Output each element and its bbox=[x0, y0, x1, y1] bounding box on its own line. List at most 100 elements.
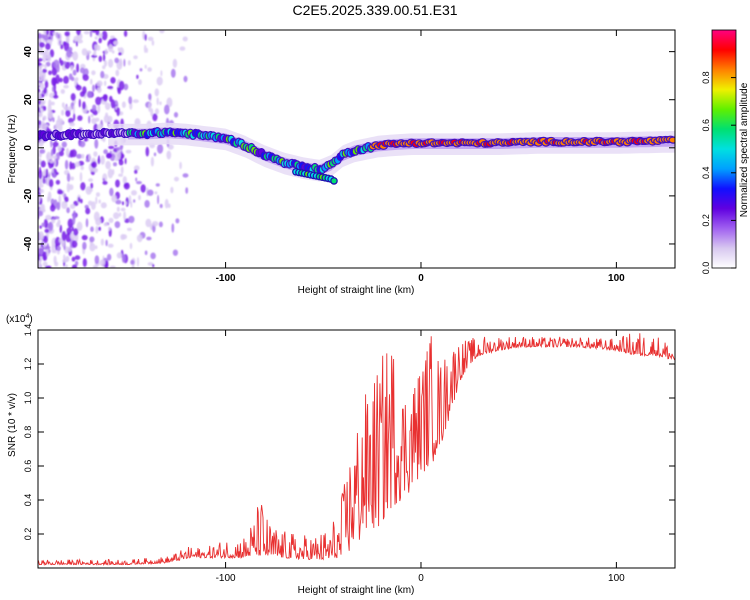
y-tick-label: 0.2 bbox=[23, 528, 33, 541]
noise-speckle bbox=[145, 146, 150, 157]
noise-speckle bbox=[95, 225, 99, 234]
noise-speckle bbox=[157, 143, 164, 154]
noise-speckle bbox=[108, 58, 114, 68]
noise-speckle bbox=[156, 97, 159, 106]
noise-speckle bbox=[53, 94, 59, 99]
noise-speckle bbox=[76, 63, 80, 73]
noise-speckle bbox=[68, 184, 74, 191]
noise-speckle bbox=[66, 48, 72, 58]
spectrogram-panel: -100 0 100 -40 -20 0 20 40 Height of straight li… bbox=[7, 29, 676, 296]
noise-speckle bbox=[38, 32, 42, 39]
noise-speckle bbox=[156, 76, 163, 86]
noise-speckle bbox=[66, 38, 70, 43]
noise-speckle bbox=[173, 112, 179, 118]
noise-speckle bbox=[52, 141, 59, 148]
noise-speckle bbox=[136, 74, 139, 79]
noise-speckle bbox=[71, 240, 78, 248]
noise-speckle bbox=[42, 251, 48, 261]
noise-speckle bbox=[160, 70, 163, 77]
noise-speckle bbox=[57, 145, 62, 152]
noise-speckle bbox=[114, 57, 119, 64]
noise-speckle bbox=[42, 177, 46, 184]
noise-speckle bbox=[91, 30, 97, 33]
noise-speckle bbox=[42, 106, 47, 111]
noise-speckle bbox=[42, 53, 47, 63]
noise-speckle bbox=[40, 160, 46, 168]
noise-speckle bbox=[74, 255, 81, 260]
noise-speckle bbox=[82, 74, 89, 81]
noise-speckle bbox=[41, 124, 47, 132]
noise-speckle bbox=[48, 99, 52, 107]
noise-speckle bbox=[47, 110, 53, 119]
noise-speckle bbox=[61, 141, 67, 148]
noise-speckle bbox=[72, 215, 76, 225]
noise-speckle bbox=[114, 221, 121, 229]
noise-speckle bbox=[65, 109, 71, 117]
noise-speckle bbox=[38, 92, 42, 101]
noise-speckle bbox=[94, 138, 99, 149]
noise-speckle bbox=[91, 54, 98, 58]
noise-speckle bbox=[131, 265, 135, 268]
noise-speckle bbox=[111, 194, 117, 203]
noise-speckle bbox=[118, 159, 124, 166]
noise-speckle bbox=[69, 122, 76, 127]
noise-speckle bbox=[125, 149, 132, 154]
noise-speckle bbox=[150, 252, 156, 260]
noise-speckle bbox=[80, 165, 84, 171]
noise-speckle bbox=[172, 249, 178, 256]
noise-speckle bbox=[64, 196, 69, 203]
noise-speckle bbox=[123, 211, 126, 221]
noise-speckle bbox=[73, 113, 76, 121]
noise-speckle bbox=[179, 161, 182, 170]
noise-speckle bbox=[93, 49, 97, 56]
noise-speckle bbox=[50, 101, 55, 106]
noise-speckle bbox=[75, 85, 82, 91]
snr-line bbox=[38, 333, 675, 567]
noise-speckle bbox=[134, 169, 138, 174]
noise-speckle bbox=[174, 176, 179, 182]
noise-speckle bbox=[81, 48, 88, 56]
noise-speckle bbox=[121, 254, 126, 263]
y-tick-label: 0.4 bbox=[23, 494, 33, 507]
colorbar-tick-label: 0.2 bbox=[701, 214, 711, 227]
noise-speckle bbox=[97, 155, 101, 164]
noise-speckle bbox=[38, 58, 43, 62]
noise-speckle bbox=[121, 234, 128, 240]
noise-speckle bbox=[55, 179, 61, 185]
noise-speckle bbox=[113, 212, 120, 220]
noise-speckle bbox=[63, 84, 69, 89]
noise-speckle bbox=[128, 215, 135, 224]
noise-speckle bbox=[98, 37, 102, 44]
noise-speckle bbox=[104, 260, 109, 268]
noise-speckle bbox=[179, 46, 186, 51]
noise-speckle bbox=[58, 77, 63, 83]
noise-speckle bbox=[166, 97, 173, 108]
noise-speckle bbox=[133, 55, 138, 60]
noise-speckle bbox=[95, 217, 102, 226]
noise-speckle bbox=[73, 200, 79, 207]
y-tick-label: -20 bbox=[23, 188, 34, 203]
noise-speckle bbox=[82, 86, 87, 95]
noise-speckle bbox=[98, 226, 101, 231]
noise-speckle bbox=[152, 264, 155, 268]
noise-speckle bbox=[39, 42, 45, 48]
y-axis-label: SNR (10 * v/v) bbox=[7, 393, 18, 457]
noise-speckle bbox=[52, 31, 57, 36]
noise-speckle bbox=[100, 238, 104, 246]
noise-speckle bbox=[38, 88, 41, 94]
noise-speckle bbox=[153, 152, 157, 157]
noise-speckle bbox=[75, 40, 78, 47]
noise-speckle bbox=[105, 112, 109, 118]
noise-speckle bbox=[39, 112, 43, 118]
noise-speckle bbox=[69, 161, 73, 170]
noise-speckle bbox=[150, 108, 154, 117]
noise-speckle bbox=[151, 40, 155, 46]
noise-speckle bbox=[98, 199, 101, 204]
noise-speckle bbox=[52, 145, 56, 155]
noise-speckle bbox=[139, 68, 143, 72]
noise-speckle bbox=[144, 250, 148, 256]
noise-speckle bbox=[57, 33, 61, 39]
noise-speckle bbox=[43, 218, 48, 229]
noise-speckle bbox=[99, 259, 106, 267]
noise-speckle bbox=[51, 67, 58, 76]
